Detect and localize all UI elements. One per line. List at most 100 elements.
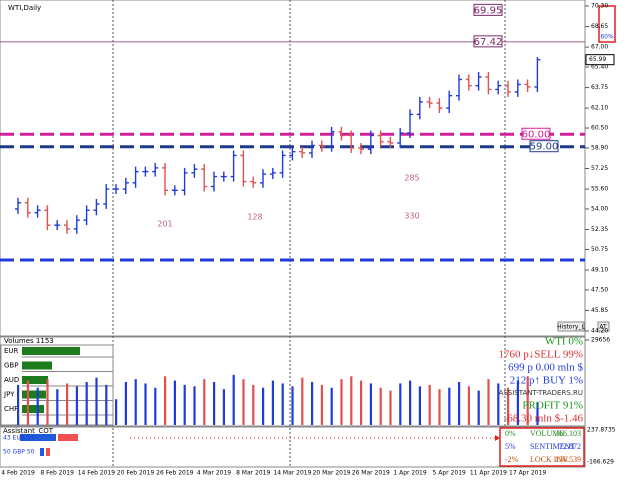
volume-bar bbox=[448, 387, 451, 425]
level-box bbox=[529, 140, 559, 153]
level-box bbox=[473, 3, 503, 16]
y-tick-label: 60.50 bbox=[591, 125, 608, 132]
volume-bar bbox=[340, 379, 343, 425]
volume-bar bbox=[487, 379, 490, 425]
button-label[interactable]: AT bbox=[599, 324, 607, 331]
y-tick-label: 65.40 bbox=[591, 64, 608, 71]
volume-bar bbox=[350, 376, 353, 425]
cot-cell: 136.539 bbox=[555, 455, 581, 464]
volume-bar bbox=[222, 389, 225, 425]
volume-bar bbox=[164, 376, 167, 425]
currency: EUR bbox=[4, 347, 19, 355]
level-label: 59.00 bbox=[530, 142, 559, 153]
volume-bar bbox=[183, 384, 186, 425]
volume-bar bbox=[477, 390, 480, 425]
x-tick-label: 4 Mar 2019 bbox=[197, 470, 231, 477]
volume-bar bbox=[409, 380, 412, 425]
volume-bar bbox=[291, 386, 294, 425]
chart-title: WTI,Daily bbox=[8, 4, 41, 12]
note: 330 bbox=[404, 212, 419, 221]
cot-cell: 72.872 bbox=[559, 442, 581, 451]
cot-cell: 0% bbox=[505, 429, 516, 438]
button[interactable] bbox=[597, 321, 610, 332]
x-tick-label: 26 Feb 2019 bbox=[156, 470, 194, 477]
cot-bar bbox=[58, 434, 78, 441]
volume-bar bbox=[360, 380, 363, 425]
volume-bar bbox=[252, 384, 255, 425]
cot-table bbox=[499, 427, 585, 467]
volume-bar bbox=[311, 382, 314, 425]
x-tick-label: 20 Mar 2019 bbox=[313, 470, 351, 477]
button[interactable] bbox=[557, 321, 585, 332]
level-label: 67.42 bbox=[474, 37, 503, 48]
y-tick-label: 67.00 bbox=[591, 44, 608, 51]
level-box bbox=[521, 127, 551, 140]
y-tick-label: 55.60 bbox=[591, 186, 608, 193]
x-tick-label: 14 Feb 2019 bbox=[78, 470, 116, 477]
volume-bar bbox=[369, 383, 372, 425]
y-tick-label: 62.10 bbox=[591, 105, 608, 112]
volume-bar bbox=[26, 380, 29, 425]
cot-pair: 43 EUR 57 bbox=[3, 435, 35, 442]
info-line: 1760 p↓SELL 99% bbox=[498, 349, 583, 361]
cot-axis-label: -166.629 bbox=[587, 459, 614, 466]
volume-bar bbox=[399, 383, 402, 425]
volume-bar bbox=[115, 399, 118, 425]
cot-cell: -2% bbox=[505, 455, 519, 464]
cot-arrowhead bbox=[495, 435, 500, 441]
volume-bar bbox=[458, 382, 461, 425]
volume-bar bbox=[17, 384, 20, 425]
volume-bar bbox=[144, 383, 147, 425]
y-tick-label: 63.75 bbox=[591, 84, 608, 91]
volume-bar bbox=[85, 382, 88, 425]
price-tag-label: 65.99 bbox=[589, 56, 606, 63]
strength-bar bbox=[22, 390, 46, 399]
volume-bar bbox=[66, 383, 69, 425]
note: 201 bbox=[157, 220, 172, 229]
volume-bar bbox=[330, 387, 333, 425]
note: 285 bbox=[404, 174, 419, 183]
info-line: PROFIT 91% bbox=[522, 400, 583, 412]
volume-bar bbox=[301, 377, 304, 425]
strength-bar bbox=[22, 347, 80, 355]
strength-bar bbox=[22, 361, 52, 370]
volume-bar bbox=[242, 379, 245, 425]
volume-bar bbox=[418, 386, 421, 425]
volume-bar bbox=[507, 387, 510, 425]
currency: GBP bbox=[4, 362, 18, 370]
volume-bar bbox=[428, 384, 431, 425]
volume-bar bbox=[320, 384, 323, 425]
x-tick-label: 17 Apr 2019 bbox=[509, 470, 546, 477]
cot-cell: LOCK INV bbox=[530, 455, 568, 464]
volume-bar bbox=[467, 386, 470, 425]
y-tick-label: 54.00 bbox=[591, 205, 608, 212]
x-tick-label: 1 Apr 2019 bbox=[393, 470, 426, 477]
volume-bar bbox=[95, 377, 98, 425]
y-tick-label: 57.25 bbox=[591, 165, 608, 172]
price-tag bbox=[585, 54, 615, 66]
strength-bar bbox=[22, 376, 48, 384]
volume-bar bbox=[56, 389, 59, 425]
x-tick-label: 4 Feb 2019 bbox=[1, 470, 35, 477]
volume-bar bbox=[193, 386, 196, 425]
volume-bar bbox=[271, 380, 274, 425]
volume-bar bbox=[203, 379, 206, 425]
level-box bbox=[473, 35, 503, 48]
volume-bar bbox=[438, 389, 441, 425]
info-line: WTI 0% bbox=[545, 336, 583, 348]
button-label[interactable]: History_L bbox=[557, 324, 585, 331]
volume-bar bbox=[516, 380, 519, 425]
x-tick-label: 8 Mar 2019 bbox=[236, 470, 270, 477]
volume-bar bbox=[213, 382, 216, 425]
volume-bar bbox=[379, 387, 382, 425]
info-line: 212 p↑ BUY 1% bbox=[510, 375, 583, 387]
info-line: 699 p 0.00 mln $ bbox=[508, 362, 583, 374]
y-tick-label: 45.85 bbox=[591, 307, 608, 314]
volume-bar bbox=[75, 386, 78, 425]
cot-bar bbox=[46, 448, 50, 456]
y-tick-label: 58.90 bbox=[591, 144, 608, 151]
y-tick-label: 50.75 bbox=[591, 246, 608, 253]
x-tick-label: 5 Apr 2019 bbox=[433, 470, 466, 477]
price-pane bbox=[0, 0, 586, 337]
